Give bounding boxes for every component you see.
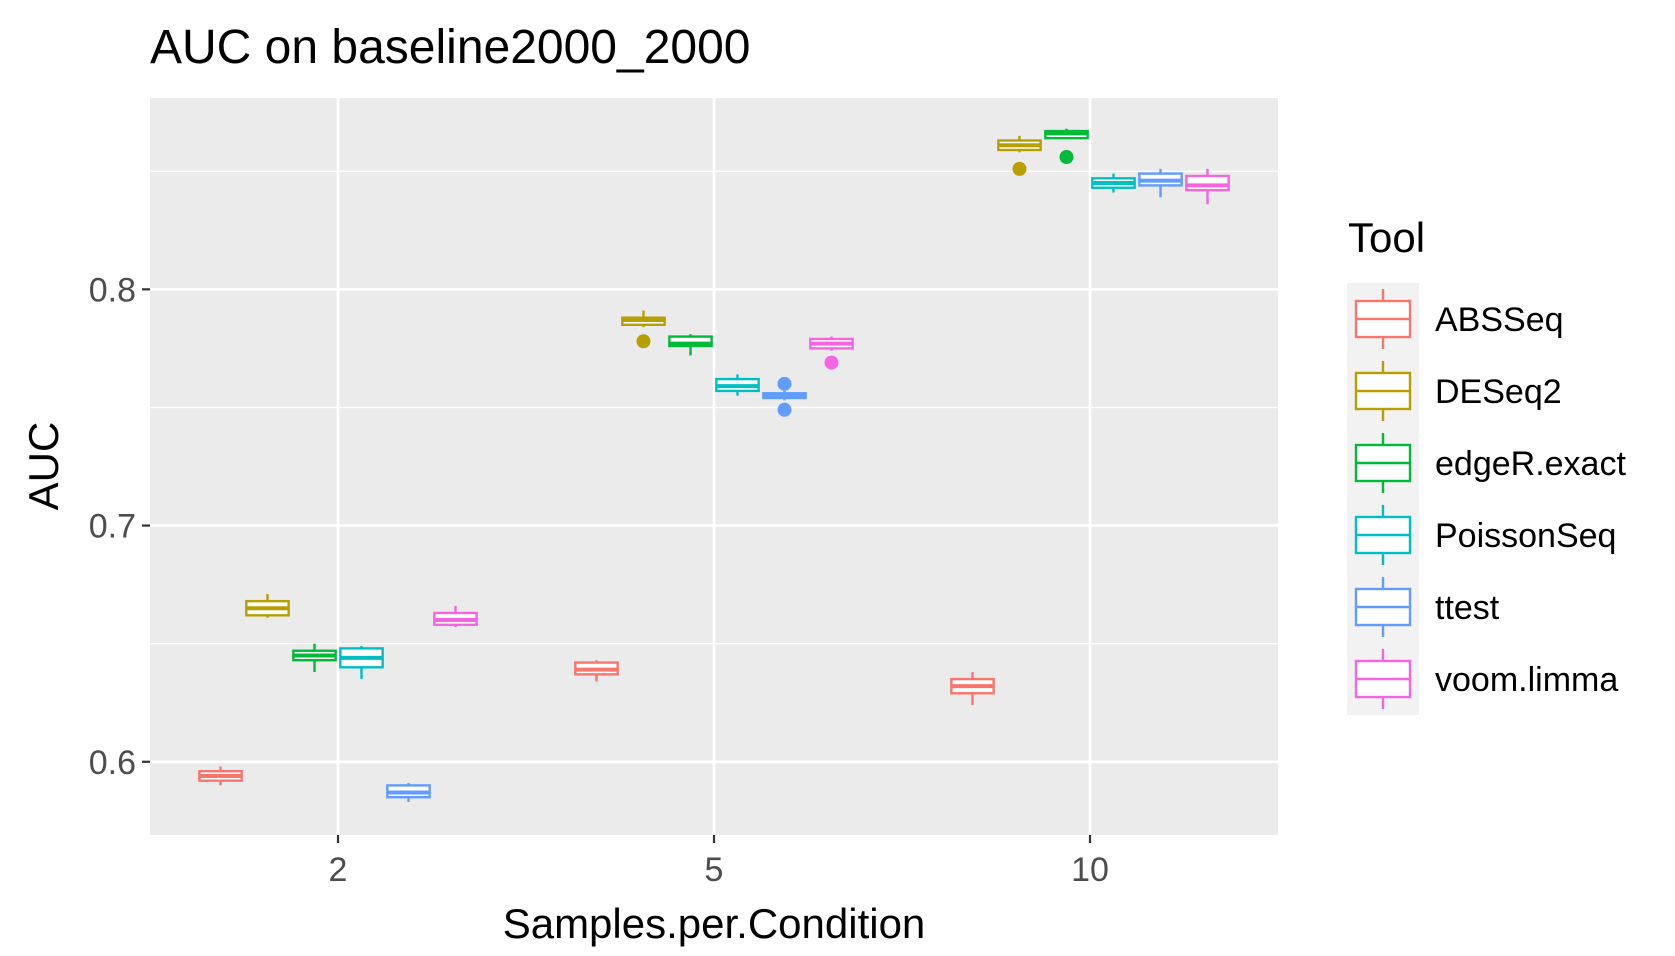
outlier-point bbox=[1059, 150, 1074, 165]
box-ttest-10 bbox=[1138, 168, 1183, 198]
x-axis: 2 5 10 bbox=[329, 835, 1109, 889]
box-edgeR.exact-10 bbox=[1044, 128, 1089, 165]
legend-item-voom.limma: voom.limma bbox=[1354, 649, 1618, 709]
grid-major bbox=[150, 98, 1278, 835]
legend-item-DESeq2: DESeq2 bbox=[1354, 361, 1562, 421]
box-PoissonSeq-5 bbox=[715, 374, 760, 396]
legend-item-ABSSeq: ABSSeq bbox=[1354, 289, 1564, 349]
box-ABSSeq-2 bbox=[198, 766, 243, 786]
box-DESeq2-2 bbox=[245, 594, 290, 618]
x-axis-title: Samples.per.Condition bbox=[503, 900, 926, 947]
y-tick-label: 0.6 bbox=[89, 744, 136, 782]
box-voom.limma-10 bbox=[1185, 168, 1230, 205]
x-tick-label: 2 bbox=[329, 851, 348, 889]
legend-title: Tool bbox=[1348, 214, 1425, 261]
legend: Tool ABSSeq DESeq2 edgeR.exact PoissonSeq tt… bbox=[1347, 214, 1626, 715]
box-edgeR.exact-5 bbox=[668, 334, 713, 356]
legend-item-PoissonSeq: PoissonSeq bbox=[1354, 505, 1616, 565]
legend-item-edgeR.exact: edgeR.exact bbox=[1354, 433, 1626, 493]
legend-label: PoissonSeq bbox=[1435, 517, 1616, 555]
y-axis-title: AUC bbox=[20, 422, 67, 511]
box-edgeR.exact-2 bbox=[292, 643, 337, 673]
outlier-point bbox=[824, 355, 839, 370]
x-tick-label: 10 bbox=[1071, 851, 1109, 889]
box-ABSSeq-10 bbox=[950, 672, 995, 706]
chart-title: AUC on baseline2000_2000 bbox=[150, 21, 750, 74]
legend-key-background bbox=[1347, 283, 1419, 715]
box-iqr bbox=[1185, 174, 1230, 192]
outlier-point bbox=[1012, 161, 1027, 176]
legend-label: DESeq2 bbox=[1435, 373, 1562, 411]
box-iqr bbox=[668, 335, 713, 348]
legend-label: voom.limma bbox=[1435, 661, 1618, 699]
outlier-point bbox=[636, 334, 651, 349]
outlier-point bbox=[777, 402, 792, 417]
legend-label: ABSSeq bbox=[1435, 301, 1564, 339]
box-voom.limma-5 bbox=[809, 336, 854, 370]
outlier-point bbox=[777, 376, 792, 391]
legend-label: edgeR.exact bbox=[1435, 445, 1626, 483]
legend-item-ttest: ttest bbox=[1354, 577, 1500, 637]
y-tick-label: 0.7 bbox=[89, 508, 136, 546]
box-DESeq2-10 bbox=[997, 135, 1042, 176]
boxes bbox=[198, 128, 1230, 802]
box-PoissonSeq-10 bbox=[1091, 173, 1136, 193]
box-ABSSeq-5 bbox=[574, 660, 619, 682]
box-DESeq2-5 bbox=[621, 310, 666, 349]
box-ttest-5 bbox=[762, 376, 807, 417]
box-ttest-2 bbox=[386, 783, 431, 802]
y-axis: 0.6 0.7 0.8 bbox=[89, 271, 150, 782]
legend-label: ttest bbox=[1435, 589, 1500, 627]
x-tick-label: 5 bbox=[705, 851, 724, 889]
box-PoissonSeq-2 bbox=[339, 646, 384, 680]
box-voom.limma-2 bbox=[433, 605, 478, 628]
y-tick-label: 0.8 bbox=[89, 271, 136, 309]
